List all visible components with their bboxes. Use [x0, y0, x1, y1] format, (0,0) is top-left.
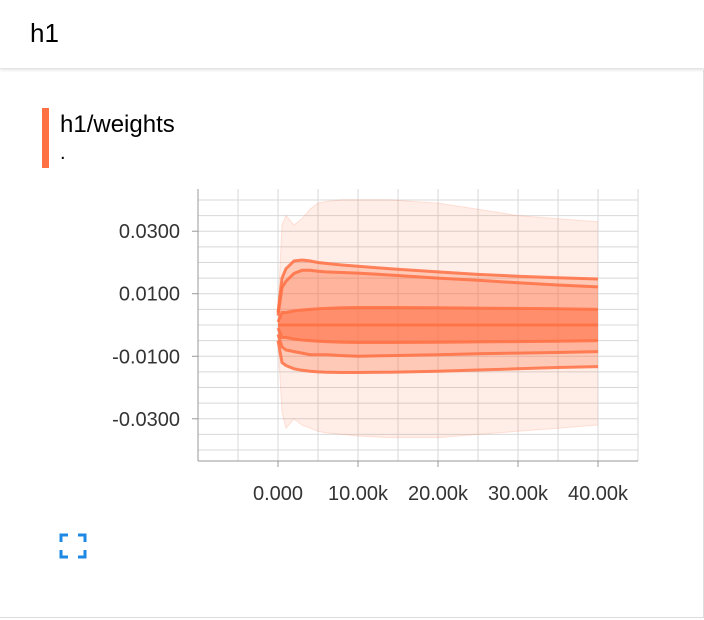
x-tick-label: 10.00k [328, 483, 389, 505]
percentile-line [277, 199, 599, 310]
percentile-line [276, 268, 599, 316]
percentile-band [278, 199, 598, 313]
fullscreen-expand-icon[interactable] [58, 532, 88, 560]
card-subtitle: . [60, 142, 66, 164]
card-title: h1/weights [60, 111, 175, 138]
percentile-line [276, 258, 599, 313]
y-tick-label: -0.0300 [112, 409, 180, 431]
x-tick-label: 40.00k [568, 483, 629, 505]
percentile-line [277, 340, 599, 439]
x-tick-label: 20.00k [408, 483, 469, 505]
percentile-band [278, 340, 598, 438]
y-tick-label: 0.0300 [119, 221, 180, 243]
percentile-line [276, 327, 599, 344]
x-tick-label: 30.00k [488, 483, 549, 505]
percentile-line [276, 340, 599, 374]
percentile-line [276, 306, 599, 323]
y-tick-label: -0.0100 [112, 346, 180, 368]
percentile-line [276, 333, 599, 358]
percentile-band [278, 260, 598, 316]
percentile-band [278, 307, 598, 325]
y-tick-label: 0.0100 [119, 284, 180, 306]
percentile-band [278, 325, 598, 343]
run-color-bar [42, 108, 49, 168]
section-header[interactable]: h1 [0, 0, 704, 69]
percentile-band [278, 334, 598, 373]
x-tick-label: 0.000 [253, 483, 303, 505]
section-title: h1 [30, 18, 59, 48]
